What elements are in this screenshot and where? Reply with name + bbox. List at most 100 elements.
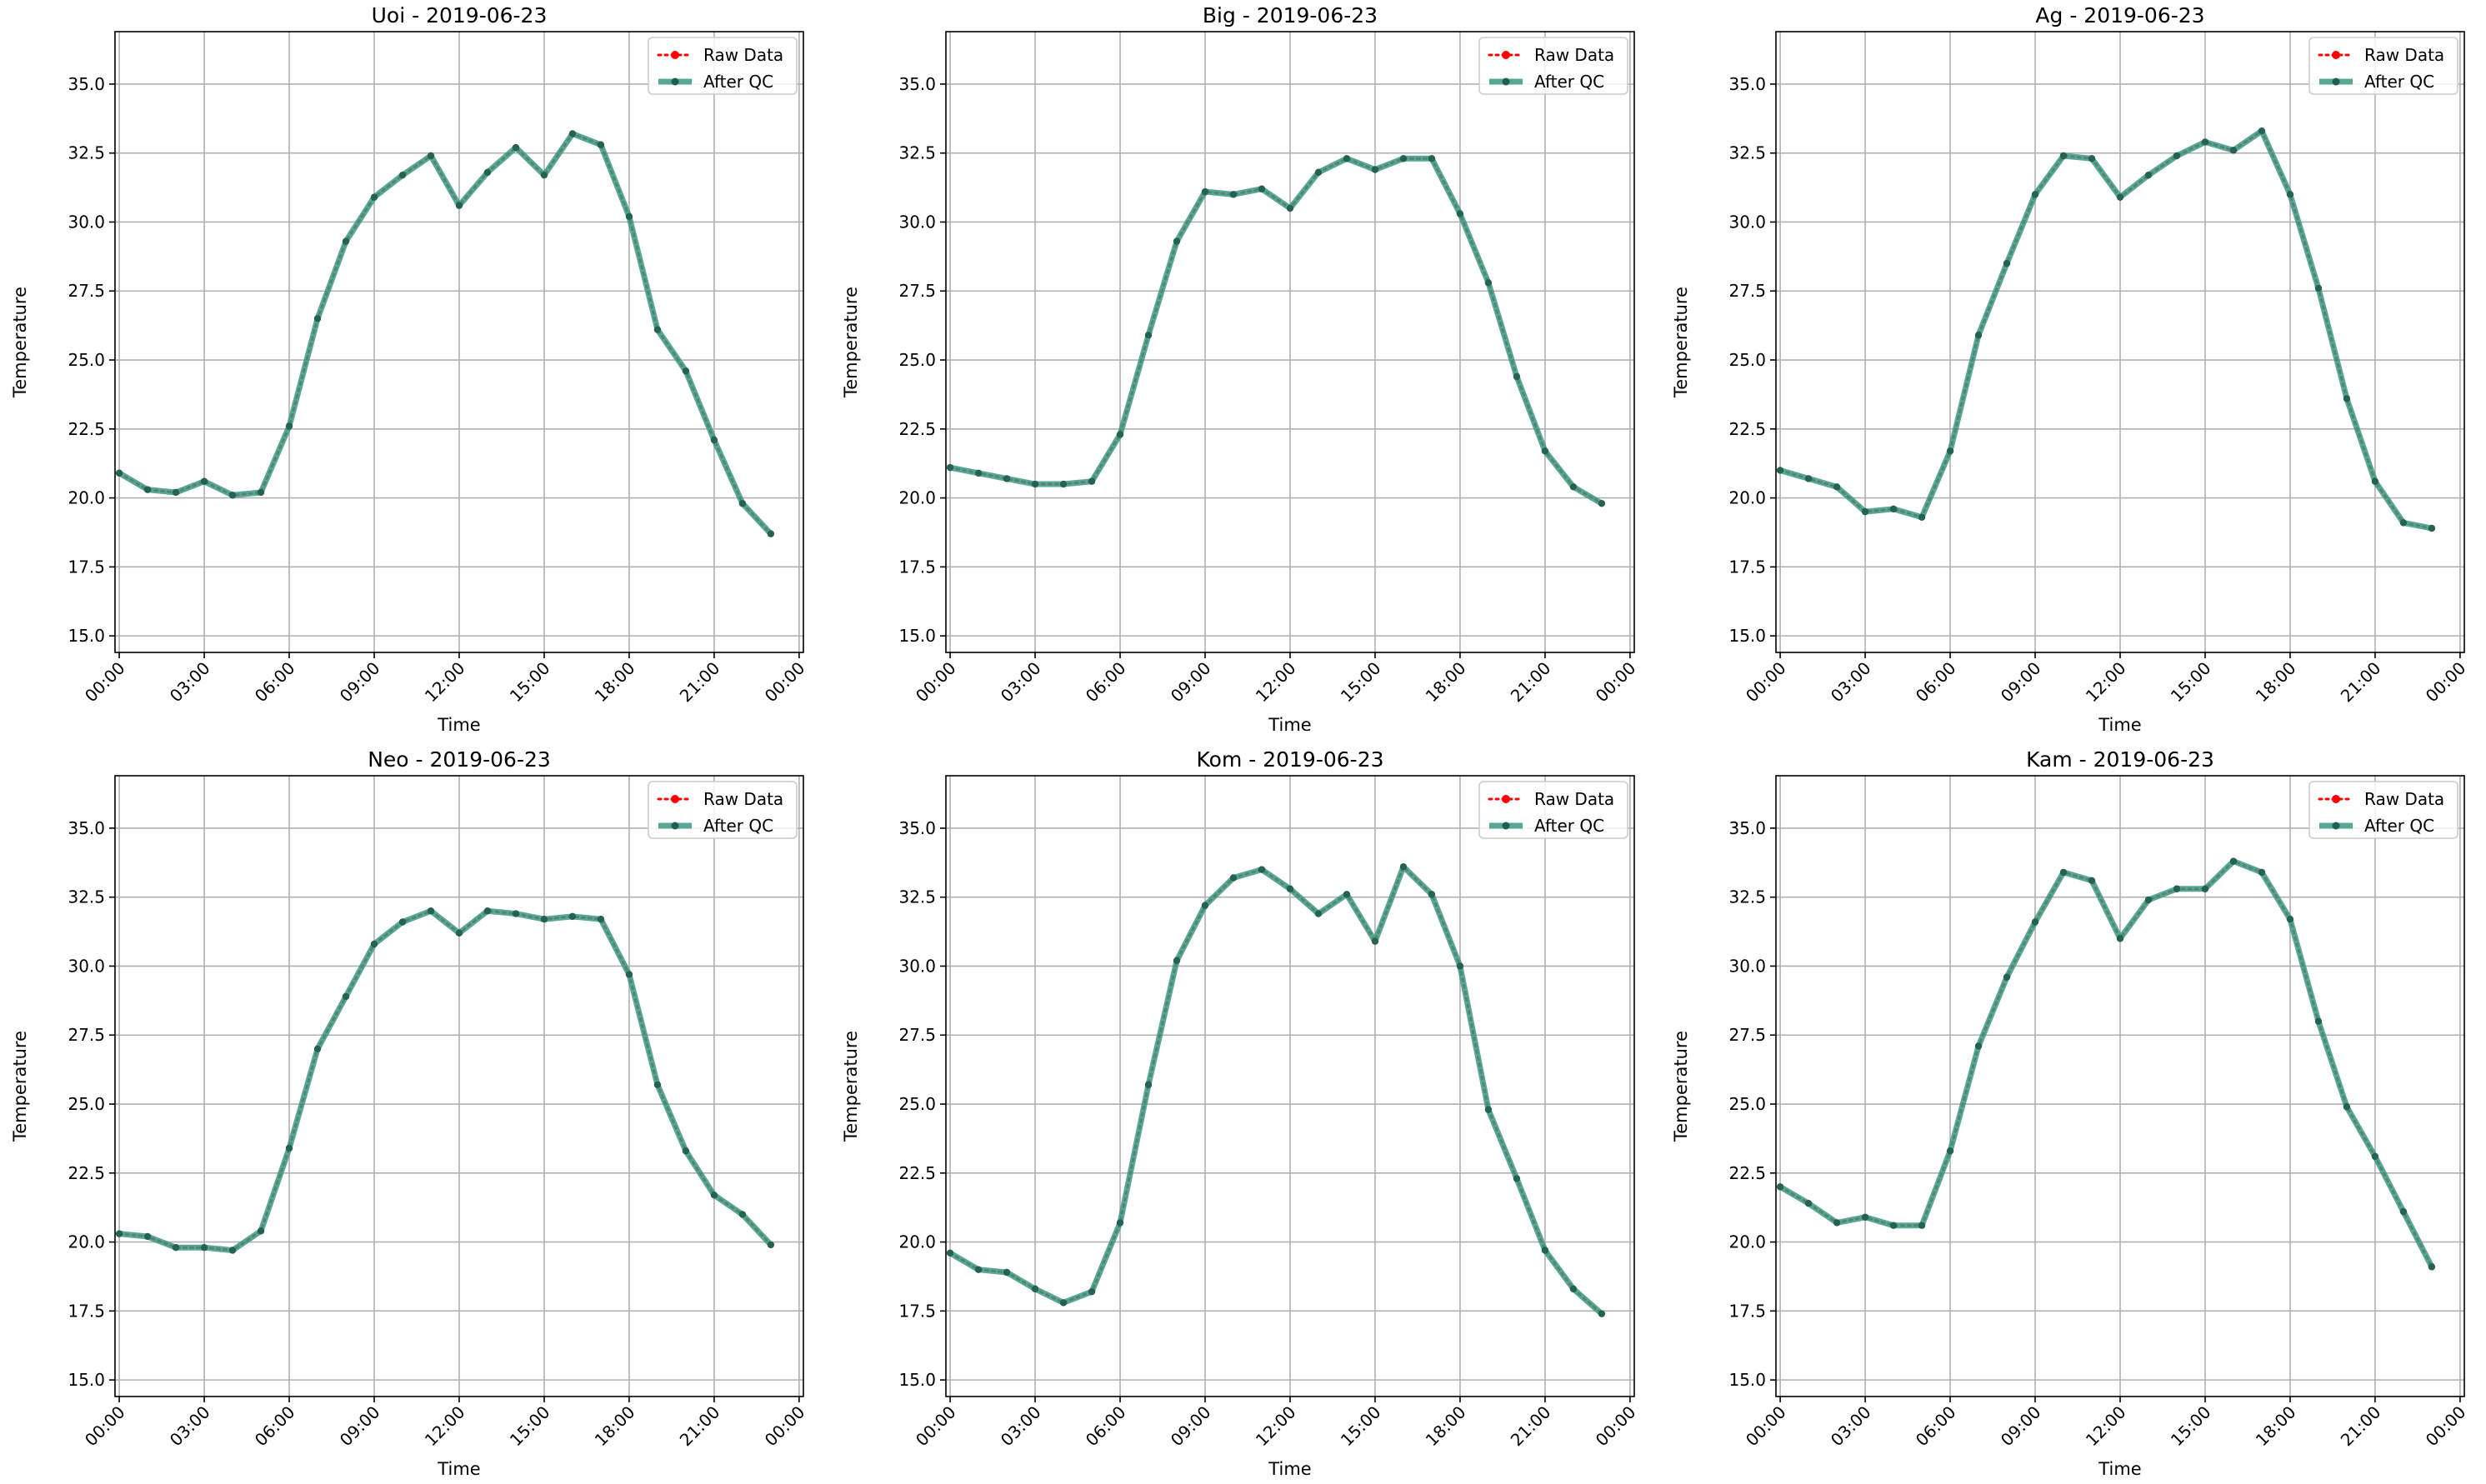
after-qc-point <box>427 907 435 915</box>
x-tick-label: 12:00 <box>1252 1402 1300 1451</box>
after-qc-point <box>1088 1287 1096 1296</box>
after-qc-point <box>625 971 633 978</box>
legend-qc-marker <box>1502 822 1510 830</box>
x-tick-label: 09:00 <box>1997 1402 2045 1451</box>
x-axis-label: Time <box>437 715 480 735</box>
after-qc-point <box>342 992 350 1001</box>
after-qc-point <box>313 1045 322 1053</box>
x-tick-label: 00:00 <box>912 658 960 707</box>
after-qc-point <box>1569 1285 1578 1293</box>
x-tick-label: 15:00 <box>2167 1402 2215 1451</box>
y-tick-label: 22.5 <box>68 419 105 439</box>
raw-data-line <box>118 909 773 1252</box>
after-qc-point <box>1201 187 1209 196</box>
x-tick-label: 12:00 <box>421 658 469 707</box>
after-qc-point <box>1456 962 1464 970</box>
after-qc-point <box>483 168 492 177</box>
after-qc-point <box>2059 868 2068 877</box>
x-tick-label: 21:00 <box>1507 658 1555 707</box>
after-qc-point <box>143 1232 152 1241</box>
after-qc-point <box>2201 885 2209 892</box>
after-qc-point <box>946 1249 954 1257</box>
after-qc-point <box>427 152 435 160</box>
subplot-title: Ag - 2019-06-23 <box>2035 3 2204 27</box>
y-tick-label: 30.0 <box>898 956 936 976</box>
after-qc-point <box>1541 1247 1549 1254</box>
after-qc-point <box>2371 1152 2379 1161</box>
after-qc-point <box>2116 193 2124 201</box>
legend-qc-marker <box>671 77 679 86</box>
x-tick-label: 15:00 <box>506 1402 554 1451</box>
y-tick-label: 25.0 <box>1728 350 1766 370</box>
after-qc-point <box>1974 1042 1983 1050</box>
x-tick-label: 21:00 <box>676 1402 724 1451</box>
after-qc-point <box>1031 480 1039 488</box>
after-qc-point <box>1059 480 1068 488</box>
after-qc-point <box>540 915 548 923</box>
after-qc-point <box>1484 279 1493 287</box>
y-tick-label: 15.0 <box>1728 1370 1766 1390</box>
x-tick-label: 12:00 <box>1252 658 1300 707</box>
after-qc-point <box>1088 477 1096 485</box>
y-tick-label: 20.0 <box>68 488 105 508</box>
after-qc-point <box>2088 877 2096 885</box>
after-qc-point <box>1804 475 1813 482</box>
y-tick-label: 15.0 <box>898 1370 936 1390</box>
y-tick-label: 30.0 <box>68 956 105 976</box>
after-qc-point <box>1833 483 1841 491</box>
y-tick-label: 17.5 <box>898 1301 936 1321</box>
after-qc-line <box>947 863 1605 1317</box>
x-tick-label: 18:00 <box>2252 658 2300 707</box>
after-qc-point <box>568 130 577 137</box>
x-tick-label: 06:00 <box>1912 1402 1960 1451</box>
subplot-3: 15.0 17.5 20.0 22.5 25.0 27.5 30.0 32.5 35.0 00:0… <box>10 747 808 1479</box>
legend-label: Raw Data <box>1534 789 1614 809</box>
y-tick-label: 20.0 <box>68 1232 105 1252</box>
y-tick-label: 17.5 <box>68 1301 105 1321</box>
x-tick-label: 21:00 <box>1507 1402 1555 1451</box>
after-qc-point <box>568 912 577 921</box>
after-qc-point <box>2201 138 2209 146</box>
after-qc-point <box>682 367 690 375</box>
x-tick-label: 06:00 <box>1912 658 1960 707</box>
after-qc-point <box>1116 1219 1124 1227</box>
after-qc-point <box>767 530 775 537</box>
after-qc-point <box>370 193 378 201</box>
after-qc-point <box>2399 519 2408 527</box>
legend-label: After QC <box>1534 72 1604 92</box>
x-axis-label: Time <box>2098 715 2141 735</box>
after-qc-point <box>483 907 492 915</box>
x-tick-label: 00:00 <box>81 658 129 707</box>
after-qc-point <box>2059 152 2068 160</box>
after-qc-point <box>653 326 662 333</box>
after-qc-point <box>1541 447 1549 455</box>
after-qc-point <box>1513 372 1521 381</box>
legend-label: After QC <box>1534 816 1604 836</box>
y-tick-label: 30.0 <box>898 212 936 232</box>
x-tick-label: 03:00 <box>1827 1402 1875 1451</box>
after-qc-point <box>1946 1147 1954 1155</box>
after-qc-point <box>597 915 605 923</box>
after-qc-point <box>1371 166 1379 173</box>
y-tick-label: 25.0 <box>898 350 936 370</box>
after-qc-point <box>2286 191 2294 198</box>
after-qc-point <box>1598 1310 1606 1317</box>
y-axis-label: Temperature <box>841 287 861 398</box>
after-qc-point <box>2229 857 2238 865</box>
x-tick-label: 03:00 <box>997 658 1045 707</box>
y-tick-label: 35.0 <box>1728 818 1766 838</box>
after-qc-point <box>2003 259 2011 267</box>
y-axis-label: Temperature <box>10 1031 30 1142</box>
after-qc-point <box>313 315 322 322</box>
after-qc-point <box>398 918 407 926</box>
y-tick-label: 30.0 <box>1728 212 1766 232</box>
x-tick-label: 00:00 <box>912 1402 960 1451</box>
y-axis-label: Temperature <box>10 287 30 398</box>
y-tick-label: 17.5 <box>68 557 105 577</box>
x-tick-label: 00:00 <box>761 1402 809 1451</box>
legend-label: Raw Data <box>1534 45 1614 65</box>
after-qc-line <box>1777 858 2435 1270</box>
x-tick-label: 09:00 <box>336 658 384 707</box>
after-qc-point <box>2314 1017 2323 1025</box>
after-qc-point <box>625 212 633 221</box>
